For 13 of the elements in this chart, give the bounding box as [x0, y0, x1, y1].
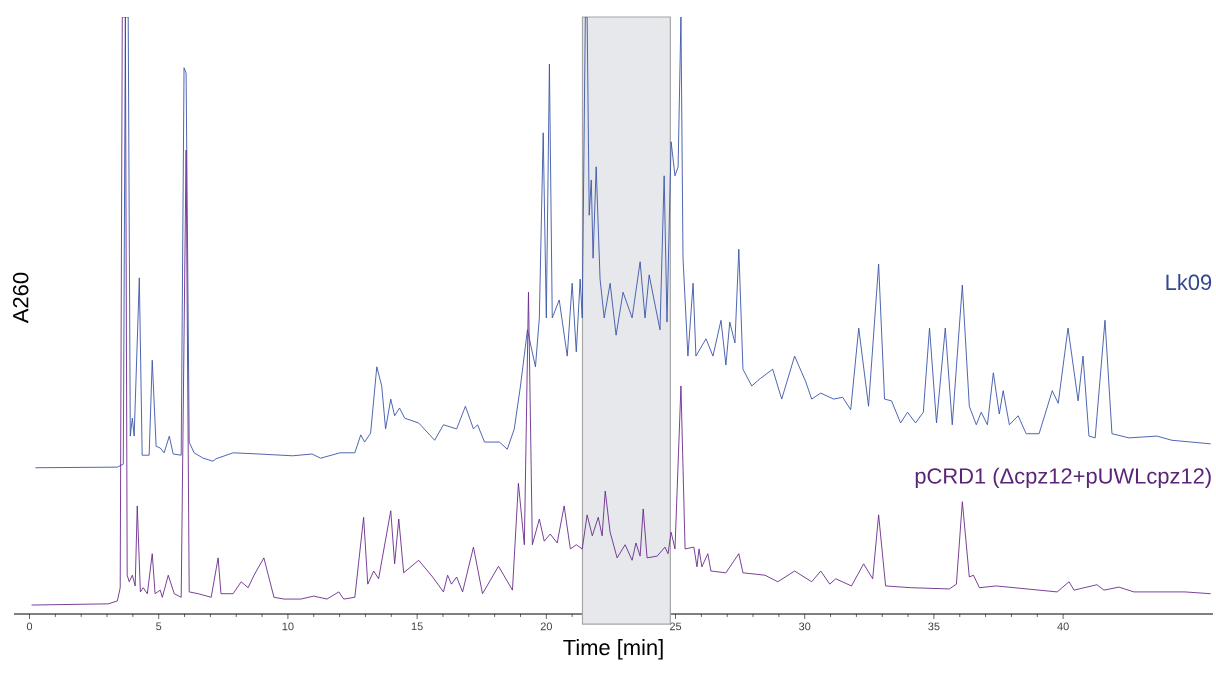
text: Lk09 [1166, 274, 1212, 291]
x-tick-label: 15 [411, 622, 423, 631]
x-axis-title: Time [min] [563, 639, 663, 660]
x-tick-label: 30 [799, 622, 811, 631]
x-tick-label: 20 [540, 622, 552, 631]
x-tick-label: 0 [26, 622, 33, 631]
x-tick-label: 10 [282, 622, 294, 631]
x-tick-label: 25 [669, 622, 682, 631]
x-tick-label: 35 [928, 622, 940, 631]
text: pCRD1 (Δcpz12+pUWLcpz12) [915, 467, 1211, 489]
x-tick-label: 40 [1057, 622, 1069, 631]
x-tick-label: 5 [156, 622, 162, 631]
y-axis-title: A260 [12, 272, 29, 324]
